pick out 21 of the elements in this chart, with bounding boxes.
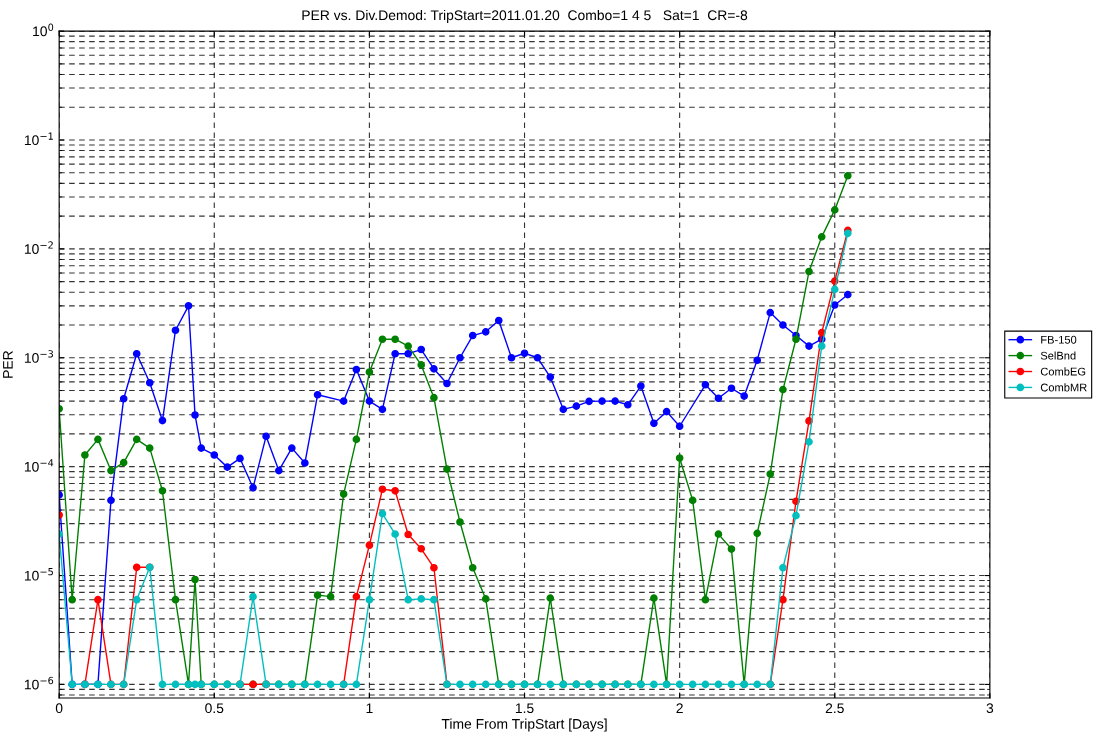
x-tick-label: 0 [55, 703, 63, 714]
x-tick-label: 2.5 [825, 703, 844, 714]
y-tick-label: 10$^{−4}$ [24, 459, 54, 472]
legend-label: SelBnd [1040, 351, 1076, 360]
x-tick-label: 0.5 [205, 703, 224, 714]
y-tick-label: 10$^{−1}$ [24, 132, 53, 146]
x-axis-title: Time From TripStart [Days] [441, 718, 607, 732]
y-tick-label: 10$^{−5}$ [24, 568, 53, 581]
legend-label: CombEG [1040, 367, 1086, 376]
x-tick-label: 1.5 [515, 703, 534, 714]
y-tick-label: 10$^{−3}$ [24, 350, 53, 363]
legend-label: FB-150 [1041, 335, 1077, 344]
x-tick-label: 1 [366, 703, 373, 713]
y-tick-label: 10$^{−2}$ [24, 241, 53, 254]
y-axis-title: PER [3, 350, 13, 378]
chart-title: PER vs. Div.Demod: TripStart=2011.01.20 Combo=1 4 5 Sat=1 CR=-8 [302, 9, 748, 23]
x-tick-label: 2 [676, 703, 683, 713]
x-tick-label: 3 [986, 703, 994, 714]
legend-label: CombMR [1040, 383, 1087, 392]
y-tick-label: 10$^{0}$ [33, 23, 54, 37]
y-tick-label: 10$^{−6}$ [24, 676, 54, 690]
